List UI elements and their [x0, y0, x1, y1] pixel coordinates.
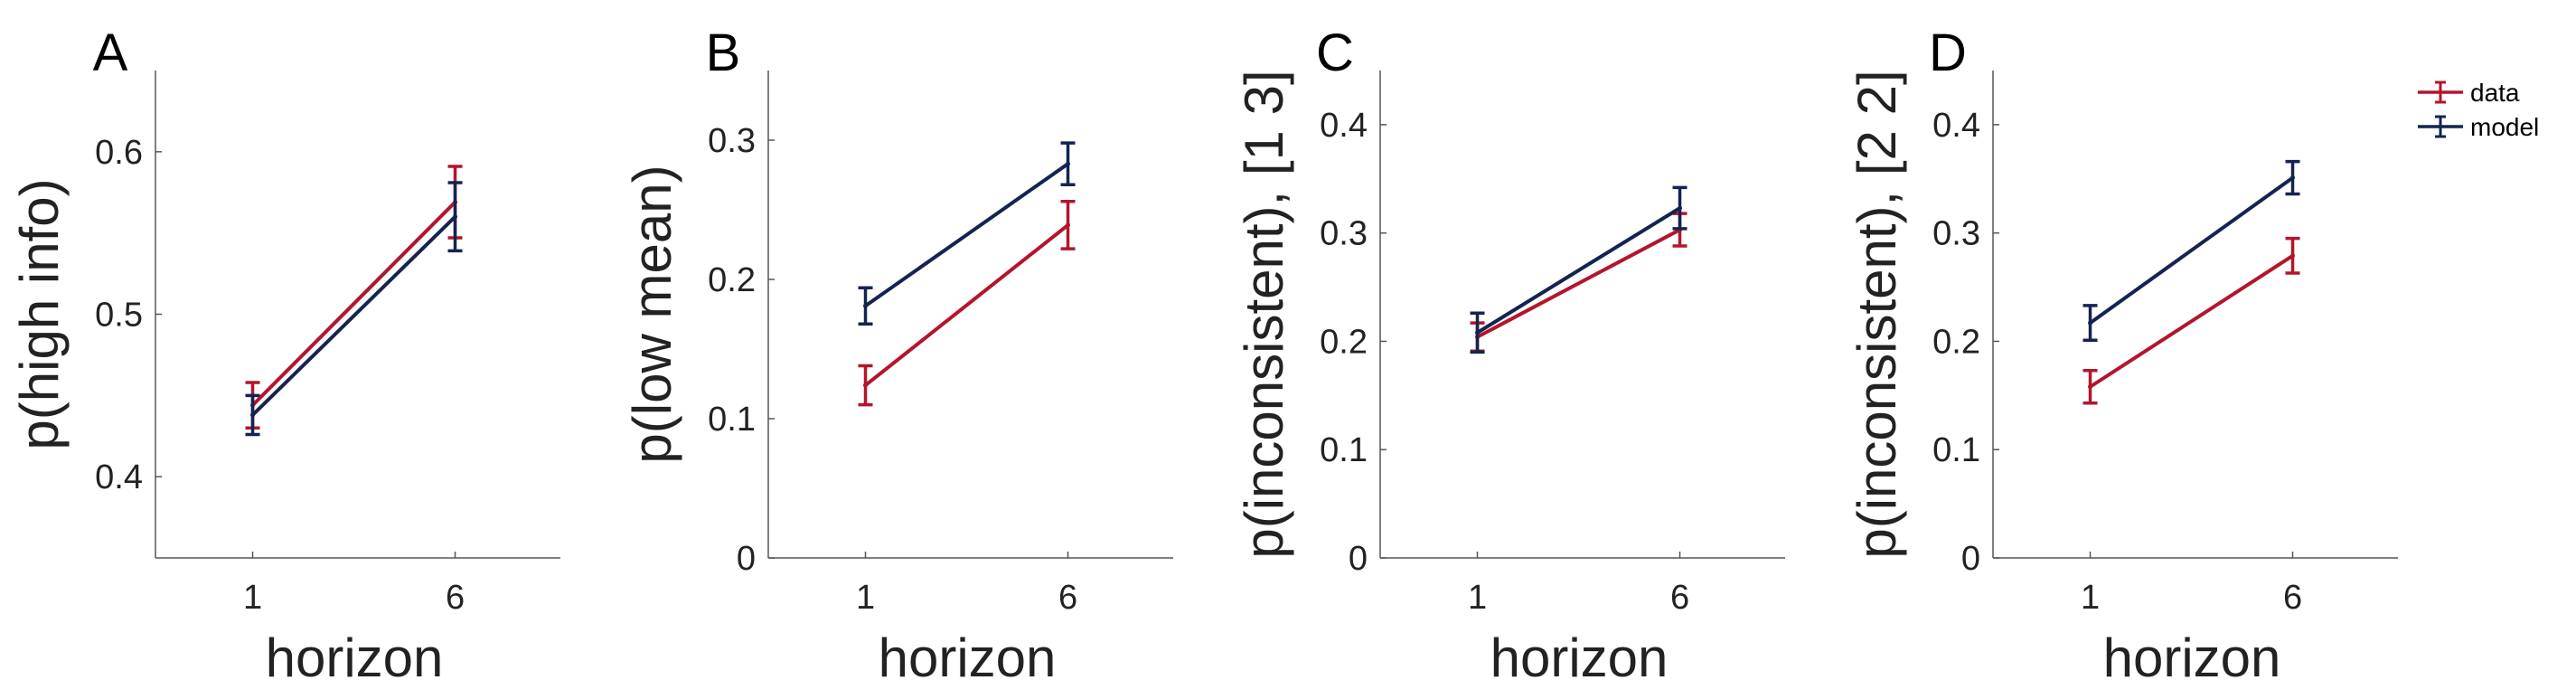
x-axis-label: horizon [879, 628, 1057, 688]
x-tick-label: 1 [856, 579, 875, 617]
y-tick-label: 0.3 [1932, 215, 1980, 253]
y-tick-label: 0.4 [1932, 107, 1980, 145]
x-tick-label: 6 [1670, 579, 1689, 617]
data-point [863, 303, 869, 308]
data-point [2290, 175, 2296, 181]
x-tick-label: 6 [1058, 579, 1077, 617]
y-tick-label: 0.5 [95, 297, 143, 335]
x-axis-label: horizon [2103, 628, 2281, 688]
series-data [858, 200, 1076, 407]
y-axis-label: p(high info) [9, 178, 70, 449]
data-point [2290, 253, 2296, 259]
x-tick-label: 1 [243, 579, 262, 617]
data-point [1066, 222, 1071, 228]
series-line-data [251, 201, 456, 407]
x-tick-label: 6 [446, 579, 465, 617]
y-tick-label: 0 [1349, 540, 1368, 578]
panel-letter: D [1929, 24, 1967, 82]
y-tick-label: 0.2 [708, 261, 756, 299]
panel-letter: A [93, 24, 128, 82]
y-tick-label: 0 [737, 540, 756, 578]
series-line-model [864, 162, 1069, 307]
data-point [250, 412, 256, 418]
data-point [2088, 384, 2093, 390]
y-tick-label: 0 [1961, 540, 1980, 578]
y-tick-label: 0.1 [708, 401, 756, 439]
series-model [2082, 159, 2300, 342]
y-tick-label: 0.1 [1320, 431, 1368, 469]
y-tick-label: 0.2 [1320, 323, 1368, 361]
series-line-model [1476, 206, 1681, 335]
legend-label: data [2470, 79, 2520, 107]
series-line-model [2089, 175, 2294, 325]
y-tick-label: 0.4 [1320, 107, 1368, 145]
data-point [1678, 205, 1683, 211]
y-tick-label: 0.1 [1932, 431, 1980, 469]
x-axis-label: horizon [266, 628, 444, 688]
x-tick-label: 6 [2283, 579, 2302, 617]
y-tick-label: 0.4 [95, 458, 143, 496]
data-point [863, 383, 869, 388]
y-axis-label: p(inconsistent), [1 3] [1234, 70, 1294, 558]
y-axis-label: p(inconsistent), [2 2] [1847, 70, 1907, 558]
series-data [2082, 236, 2300, 405]
data-point [1066, 161, 1071, 166]
legend-item-data: data [2418, 79, 2520, 107]
x-tick-label: 1 [2081, 579, 2100, 617]
series-line-model [251, 215, 456, 417]
y-tick-label: 0.2 [1932, 323, 1980, 361]
y-tick-label: 0.6 [95, 134, 143, 172]
legend-label: model [2470, 113, 2539, 141]
x-axis-label: horizon [1490, 628, 1669, 688]
panel-letter: B [706, 24, 741, 82]
y-axis-label: p(low mean) [622, 165, 682, 463]
series-model [1470, 185, 1688, 354]
data-point [453, 214, 458, 220]
series-line-data [1476, 228, 1681, 339]
series-line-data [2089, 254, 2294, 389]
legend-item-model: model [2418, 113, 2539, 141]
series-line-data [864, 223, 1069, 387]
y-tick-label: 0.3 [1320, 215, 1368, 253]
series-data [1470, 212, 1688, 353]
data-point [2088, 320, 2093, 326]
legend: data model [2418, 79, 2539, 141]
y-tick-label: 0.3 [708, 122, 756, 160]
x-tick-label: 1 [1468, 579, 1487, 617]
series-model [245, 181, 463, 437]
panel-letter: C [1316, 24, 1354, 82]
series-model [858, 141, 1076, 326]
data-point [1475, 330, 1481, 335]
